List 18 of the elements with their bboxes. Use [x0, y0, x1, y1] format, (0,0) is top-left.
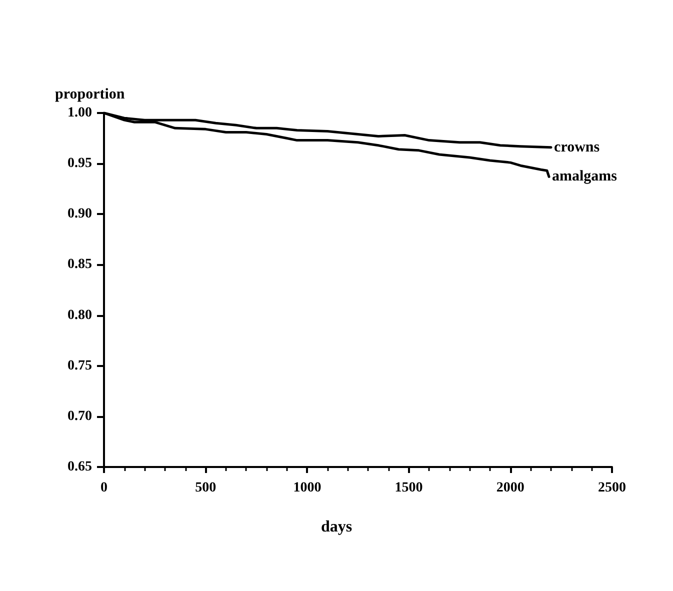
- x-axis-title: days: [320, 518, 352, 536]
- x-tick-label: 0: [100, 480, 108, 496]
- x-tick-label: 500: [195, 480, 216, 496]
- x-tick-label: 2000: [496, 480, 524, 496]
- x-tick-label: 1000: [293, 480, 322, 496]
- series-label: amalgams: [552, 168, 618, 185]
- series-label: crowns: [554, 139, 600, 156]
- y-tick-label: 1.00: [68, 106, 92, 120]
- y-tick-label: 0.70: [68, 408, 92, 424]
- y-tick-label: 0.85: [68, 257, 92, 272]
- y-axis-title: proportion: [55, 86, 126, 102]
- x-tick-label: 1500: [394, 480, 423, 496]
- y-tick-label: 0.80: [68, 308, 92, 323]
- y-tick-label: 0.95: [68, 156, 92, 172]
- y-tick-label: 0.90: [68, 206, 92, 222]
- x-tick-label: 2500: [598, 480, 626, 496]
- y-tick-label: 0.65: [68, 460, 92, 474]
- y-tick-label: 0.75: [68, 358, 92, 374]
